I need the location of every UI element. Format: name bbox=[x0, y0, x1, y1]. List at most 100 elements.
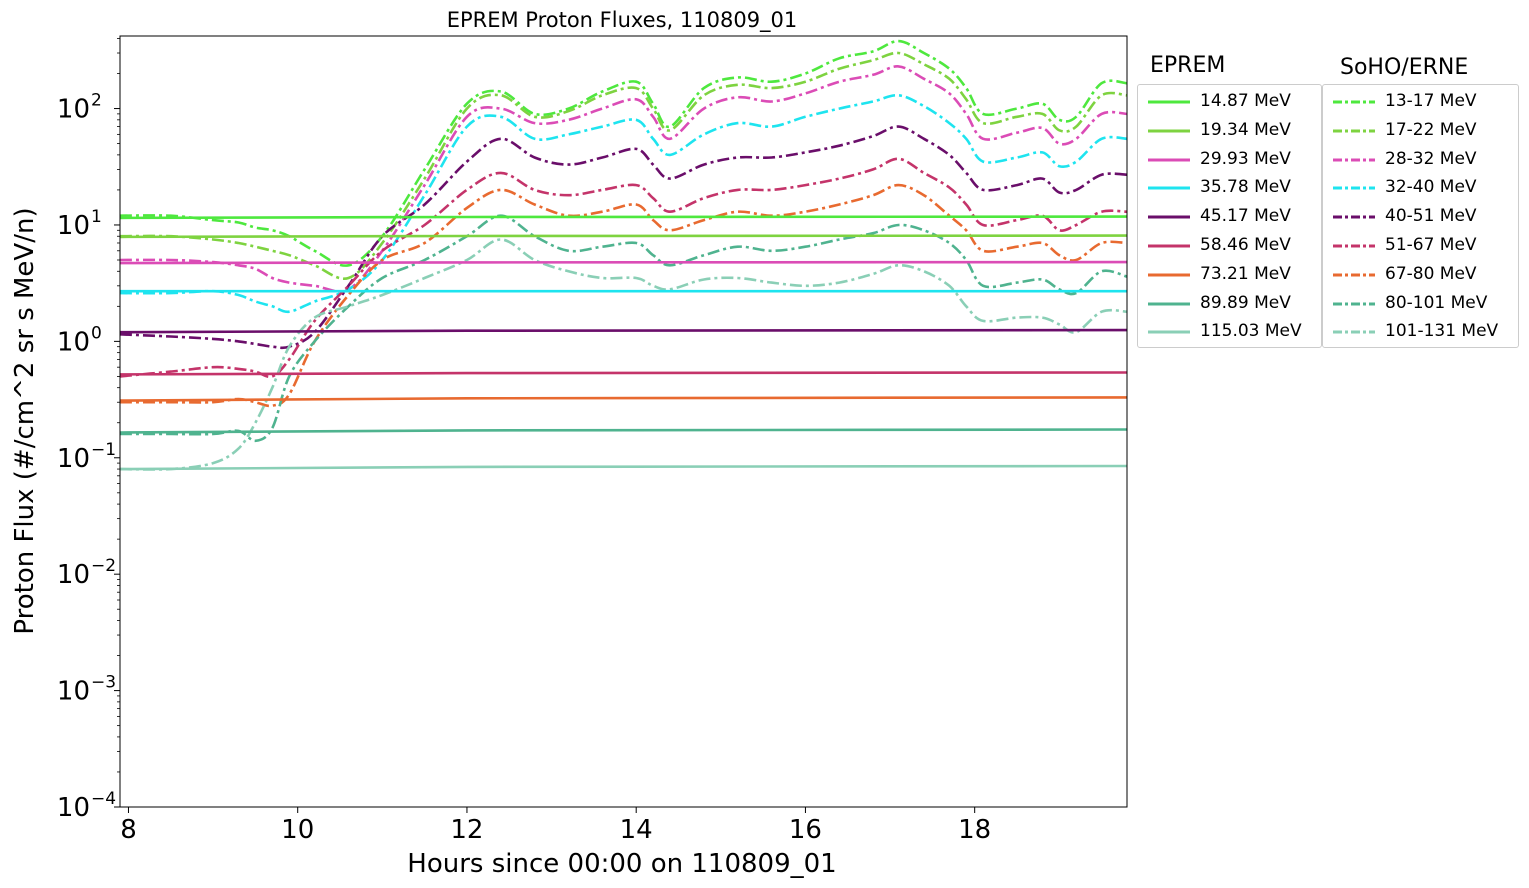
eprem-legend-label: 29.93 MeV bbox=[1200, 148, 1291, 169]
y-tick-label: 10 bbox=[57, 560, 90, 590]
erne-legend-entry-7: 67-80 MeV bbox=[1323, 261, 1518, 289]
erne-legend-swatch bbox=[1333, 215, 1375, 219]
erne-legend-swatch bbox=[1333, 186, 1375, 190]
eprem-legend-swatch bbox=[1148, 100, 1190, 104]
y-tick-label: 10 bbox=[57, 444, 90, 474]
y-tick-exponent: −2 bbox=[91, 556, 116, 576]
eprem-legend-swatch bbox=[1148, 302, 1190, 306]
erne-legend-swatch bbox=[1333, 273, 1375, 277]
erne-legend-swatch bbox=[1333, 330, 1375, 334]
x-axis-label: Hours since 00:00 on 110809_01 bbox=[407, 849, 836, 879]
erne-series-line-4 bbox=[119, 93, 1128, 314]
erne-legend-swatch bbox=[1333, 158, 1375, 162]
x-tick-label: 18 bbox=[958, 815, 991, 845]
erne-series-line-6 bbox=[119, 157, 1128, 379]
eprem-series-line-6 bbox=[119, 371, 1128, 376]
y-tick-label: 10 bbox=[57, 211, 90, 241]
erne-legend-swatch bbox=[1333, 302, 1375, 306]
eprem-legend-entry-6: 58.46 MeV bbox=[1138, 232, 1321, 260]
erne-legend-entry-4: 32-40 MeV bbox=[1323, 174, 1518, 202]
erne-legend-label: 67-80 MeV bbox=[1385, 263, 1477, 284]
eprem-series-line-7 bbox=[119, 396, 1128, 402]
eprem-legend-swatch bbox=[1148, 158, 1190, 162]
eprem-legend-entry-8: 89.89 MeV bbox=[1138, 290, 1321, 318]
eprem-legend-entry-7: 73.21 MeV bbox=[1138, 261, 1321, 289]
erne-series-line-7 bbox=[119, 183, 1128, 408]
eprem-legend-swatch bbox=[1148, 215, 1190, 219]
eprem-series-line-2 bbox=[119, 234, 1128, 239]
erne-legend-label: 17-22 MeV bbox=[1385, 119, 1477, 140]
erne-legend-entry-8: 80-101 MeV bbox=[1323, 290, 1518, 318]
chart-title: EPREM Proton Fluxes, 110809_01 bbox=[447, 8, 798, 33]
eprem-series-line-8 bbox=[119, 428, 1128, 434]
eprem-legend-label: 45.17 MeV bbox=[1200, 206, 1291, 227]
y-tick-exponent: −3 bbox=[91, 673, 116, 693]
eprem-legend-label: 35.78 MeV bbox=[1200, 177, 1291, 198]
eprem-legend-entry-9: 115.03 MeV bbox=[1138, 318, 1321, 346]
erne-legend-swatch bbox=[1333, 244, 1375, 248]
eprem-legend-label: 115.03 MeV bbox=[1200, 321, 1302, 342]
x-tick-label: 12 bbox=[450, 815, 483, 845]
eprem-legend-entry-3: 29.93 MeV bbox=[1138, 146, 1321, 174]
y-axis-label: Proton Flux (#/cm^2 sr s MeV/n) bbox=[10, 207, 40, 634]
x-axis: 8 10 12 14 16 18 bbox=[120, 807, 991, 845]
eprem-series-line-9 bbox=[119, 464, 1128, 471]
erne-legend-entry-5: 40-51 MeV bbox=[1323, 203, 1518, 231]
x-tick-label: 8 bbox=[120, 815, 137, 845]
eprem-legend-swatch bbox=[1148, 273, 1190, 277]
eprem-legend-swatch bbox=[1148, 129, 1190, 133]
erne-legend-label: 80-101 MeV bbox=[1385, 292, 1488, 313]
erne-legend-label: 28-32 MeV bbox=[1385, 148, 1477, 169]
eprem-legend-label: 73.21 MeV bbox=[1200, 263, 1291, 284]
eprem-legend-entry-5: 45.17 MeV bbox=[1138, 203, 1321, 231]
erne-legend-label: 51-67 MeV bbox=[1385, 235, 1477, 255]
erne-series-line-2 bbox=[119, 51, 1128, 280]
y-tick-label: 10 bbox=[57, 793, 90, 823]
x-tick-label: 14 bbox=[620, 815, 653, 845]
erne-series-line-3 bbox=[119, 65, 1128, 293]
erne-legend-label: 32-40 MeV bbox=[1385, 177, 1477, 198]
erne-legend-swatch bbox=[1333, 100, 1375, 104]
erne-legend-entry-6: 51-67 MeV bbox=[1323, 232, 1518, 260]
erne-legend-label: 40-51 MeV bbox=[1385, 206, 1477, 227]
erne-legend-label: 101-131 MeV bbox=[1385, 321, 1499, 342]
eprem-legend-swatch bbox=[1148, 244, 1190, 248]
y-tick-label: 10 bbox=[57, 327, 90, 357]
y-tick-label: 10 bbox=[57, 677, 90, 707]
y-tick-exponent: −4 bbox=[91, 789, 116, 809]
erne-legend-entry-3: 28-32 MeV bbox=[1323, 146, 1518, 174]
eprem-legend-entry-2: 19.34 MeV bbox=[1138, 117, 1321, 145]
x-tick-label: 16 bbox=[789, 815, 822, 845]
y-tick-exponent: 2 bbox=[91, 91, 102, 111]
y-tick-exponent: −1 bbox=[91, 440, 116, 460]
plot-frame bbox=[119, 35, 1128, 808]
erne-series-line-9 bbox=[119, 238, 1128, 471]
eprem-legend-swatch bbox=[1148, 186, 1190, 190]
eprem-series-group bbox=[119, 215, 1128, 471]
eprem-legend-entry-1: 14.87 MeV bbox=[1138, 88, 1321, 116]
erne-series-group bbox=[119, 39, 1128, 471]
eprem-legend-label: 58.46 MeV bbox=[1200, 235, 1291, 255]
eprem-series-line-5 bbox=[119, 328, 1128, 334]
eprem-legend-entry-4: 35.78 MeV bbox=[1138, 174, 1321, 202]
x-tick-label: 10 bbox=[281, 815, 314, 845]
legend-title-erne: SoHO/ERNE bbox=[1340, 55, 1469, 80]
y-tick-exponent: 1 bbox=[91, 207, 102, 227]
legend-erne: 13-17 MeV 17-22 MeV 28-32 MeV 32-40 MeV 40-5… bbox=[1322, 84, 1519, 348]
legend-eprem: 14.87 MeV 19.34 MeV 29.93 MeV 35.78 MeV 45.1… bbox=[1137, 84, 1322, 348]
eprem-legend-label: 19.34 MeV bbox=[1200, 119, 1291, 140]
y-tick-label: 10 bbox=[57, 95, 90, 125]
legend-title-eprem: EPREM bbox=[1150, 53, 1226, 78]
eprem-legend-label: 89.89 MeV bbox=[1200, 292, 1291, 313]
erne-legend-label: 13-17 MeV bbox=[1385, 91, 1477, 111]
y-tick-exponent: 0 bbox=[91, 323, 102, 343]
eprem-legend-label: 14.87 MeV bbox=[1200, 91, 1291, 111]
erne-legend-entry-2: 17-22 MeV bbox=[1323, 117, 1518, 145]
eprem-legend-swatch bbox=[1148, 330, 1190, 334]
eprem-series-line-3 bbox=[119, 260, 1128, 265]
eprem-series-line-1 bbox=[119, 215, 1128, 220]
erne-legend-entry-1: 13-17 MeV bbox=[1323, 88, 1518, 116]
erne-legend-entry-9: 101-131 MeV bbox=[1323, 318, 1518, 346]
